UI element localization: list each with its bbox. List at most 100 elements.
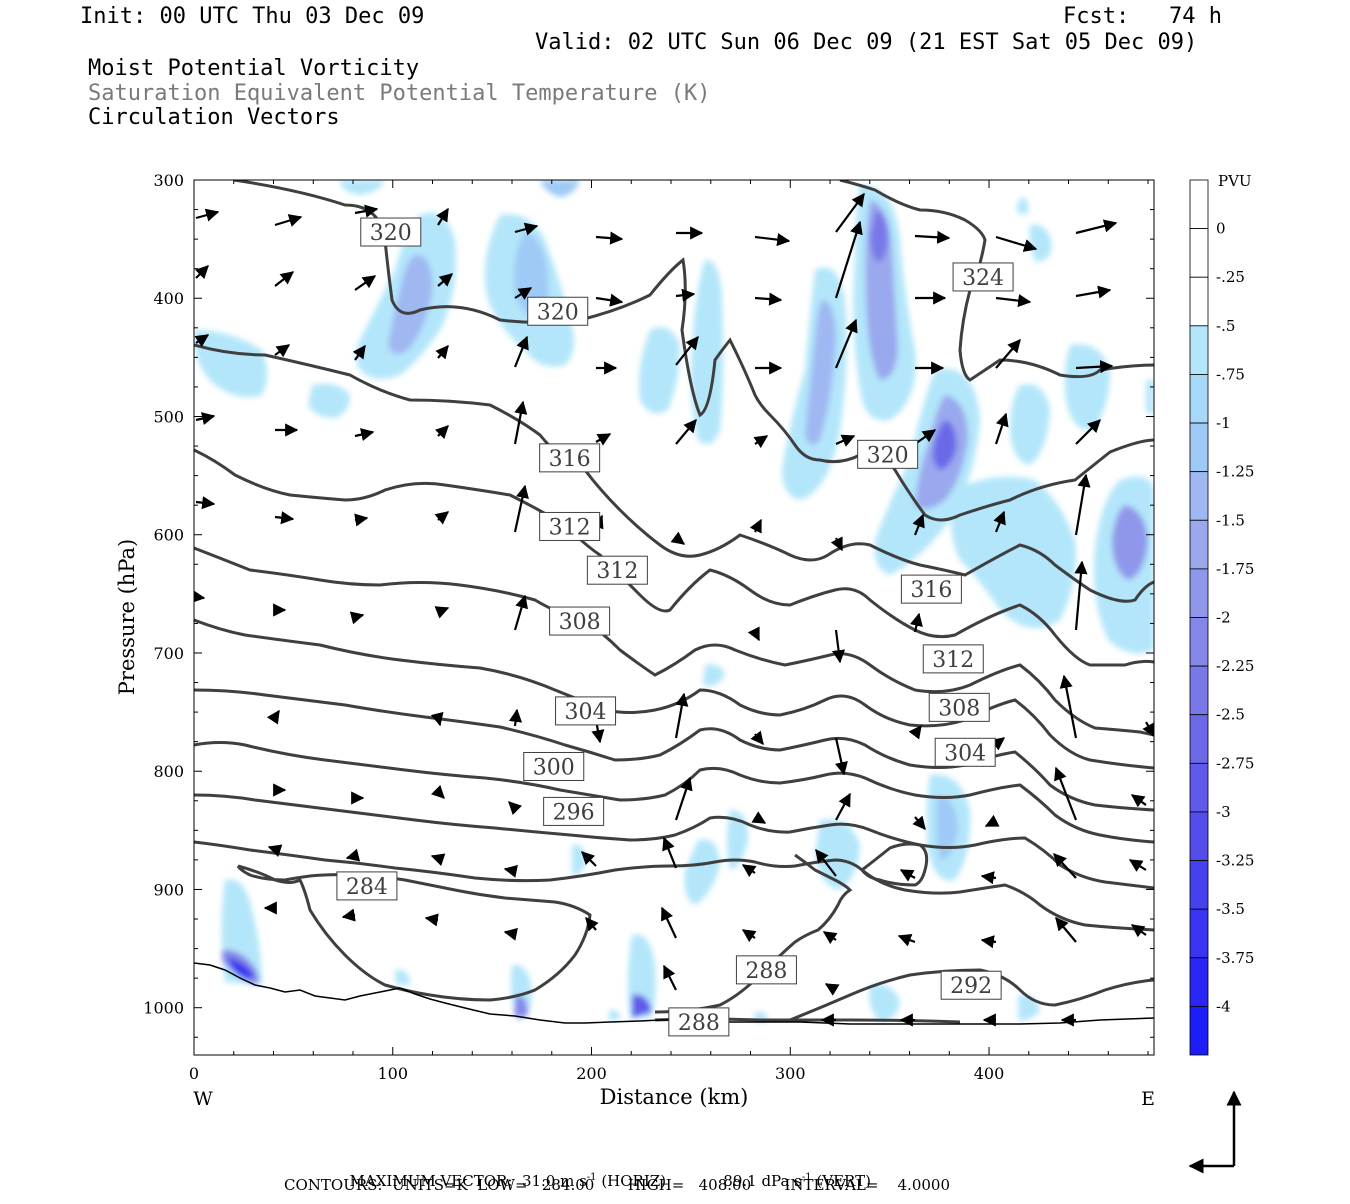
circulation-vector [834, 737, 848, 776]
circulation-vector [897, 933, 916, 947]
contour-label: 304 [565, 700, 607, 725]
contour-label-box [940, 970, 1002, 1000]
contour-label-box [527, 296, 589, 326]
pv-region [638, 327, 680, 414]
circulation-vectors [194, 192, 1154, 1027]
circulation-vector [747, 626, 760, 642]
circulation-vector [274, 214, 303, 227]
circulation-vector [434, 425, 449, 440]
circulation-vector [912, 513, 925, 536]
contour-label: 316 [549, 447, 591, 472]
west-label: W [193, 1088, 213, 1110]
colorbar-label: -2.75 [1216, 754, 1254, 772]
contour-label-box [523, 751, 585, 781]
pv-region [684, 839, 720, 905]
circulation-vector [434, 606, 450, 619]
circulation-vector [834, 318, 858, 369]
circulation-vector [195, 496, 216, 510]
circulation-vector [345, 848, 361, 862]
plot-frame [193, 179, 1155, 1056]
circulation-vector [1075, 419, 1101, 445]
circulation-vector [661, 906, 677, 939]
contour-label-box [586, 555, 648, 585]
colorbar-label: -3.75 [1216, 949, 1254, 967]
contour-label-box [336, 871, 398, 901]
colorbar-cell [1189, 957, 1209, 1007]
thetae-contour [194, 793, 1154, 890]
colorbar-cell [1189, 471, 1209, 521]
circulation-vector [274, 271, 295, 287]
circulation-vector [1054, 766, 1078, 821]
pv-region [1010, 384, 1050, 465]
pv-region [195, 330, 267, 398]
x-tick-label: 400 [974, 1064, 1005, 1083]
colorbar-label: -1.75 [1216, 560, 1254, 578]
circulation-vector [503, 927, 518, 941]
circulation-vector [513, 335, 529, 368]
colorbar-cell [1189, 519, 1209, 570]
max-horiz-value: 31.0 m s [521, 1172, 587, 1190]
colorbar-cell [1189, 568, 1209, 618]
colorbar-label: -3.25 [1216, 852, 1254, 870]
circulation-vector [595, 231, 624, 245]
contour-label: 284 [346, 875, 388, 900]
circulation-vector [674, 776, 693, 821]
circulation-vector [503, 864, 518, 878]
pv-region [572, 844, 586, 876]
circulation-vector [675, 418, 697, 445]
circulation-vector [513, 400, 528, 445]
circulation-vector [1059, 674, 1078, 739]
init-time: Init: 00 UTC Thu 03 Dec 09 [80, 4, 425, 29]
thetae-contour [194, 546, 1154, 737]
pv-region [869, 984, 900, 1022]
thetae-contour [194, 618, 1154, 770]
pv-region [1016, 197, 1029, 215]
contour-label-box [549, 606, 611, 636]
circulation-vector [354, 513, 369, 527]
contour-label-box [539, 443, 601, 473]
contour-label-box [360, 217, 422, 247]
circulation-vector [194, 334, 210, 348]
colorbar-label: -2 [1216, 609, 1231, 627]
pv-region [540, 180, 580, 197]
circulation-vector [194, 589, 206, 604]
contour-label: 300 [533, 755, 575, 780]
circulation-vector [908, 724, 922, 740]
circulation-vector [984, 814, 1000, 827]
pv-region [870, 210, 888, 262]
circulation-vector [822, 931, 838, 945]
circulation-vector [662, 836, 678, 869]
contour-label: 320 [537, 300, 579, 325]
contour-label: 308 [559, 610, 601, 635]
thetae-contour [194, 448, 1154, 667]
circulation-vector [1074, 560, 1088, 631]
circulation-vector [195, 412, 216, 426]
circulation-vector [437, 273, 454, 287]
contour-label: 324 [962, 266, 1004, 291]
circulation-vector [990, 737, 1006, 751]
circulation-vector [675, 288, 696, 302]
circulation-vector [195, 208, 220, 222]
circulation-vector [352, 344, 366, 361]
circulation-vector [1130, 924, 1147, 938]
circulation-vector [436, 207, 449, 226]
colorbar-cell [1189, 714, 1209, 764]
contour-label: 296 [553, 800, 595, 825]
circulation-vector [514, 287, 533, 300]
y-tick-label: 500 [153, 407, 184, 426]
colorbar-cell [1189, 276, 1209, 327]
circulation-vector [980, 871, 997, 885]
pv-region [228, 958, 254, 979]
pv-region [388, 255, 433, 354]
contour-label: 288 [745, 959, 787, 984]
pv-region [340, 180, 385, 195]
circulation-vector [354, 428, 375, 442]
field-title-pv: Moist Potential Vorticity [88, 56, 420, 81]
contour-label: 312 [932, 648, 974, 673]
pv-region [608, 1009, 620, 1020]
circulation-vector [341, 908, 356, 922]
contour-label: 304 [944, 741, 986, 766]
circulation-vector [1055, 916, 1077, 943]
